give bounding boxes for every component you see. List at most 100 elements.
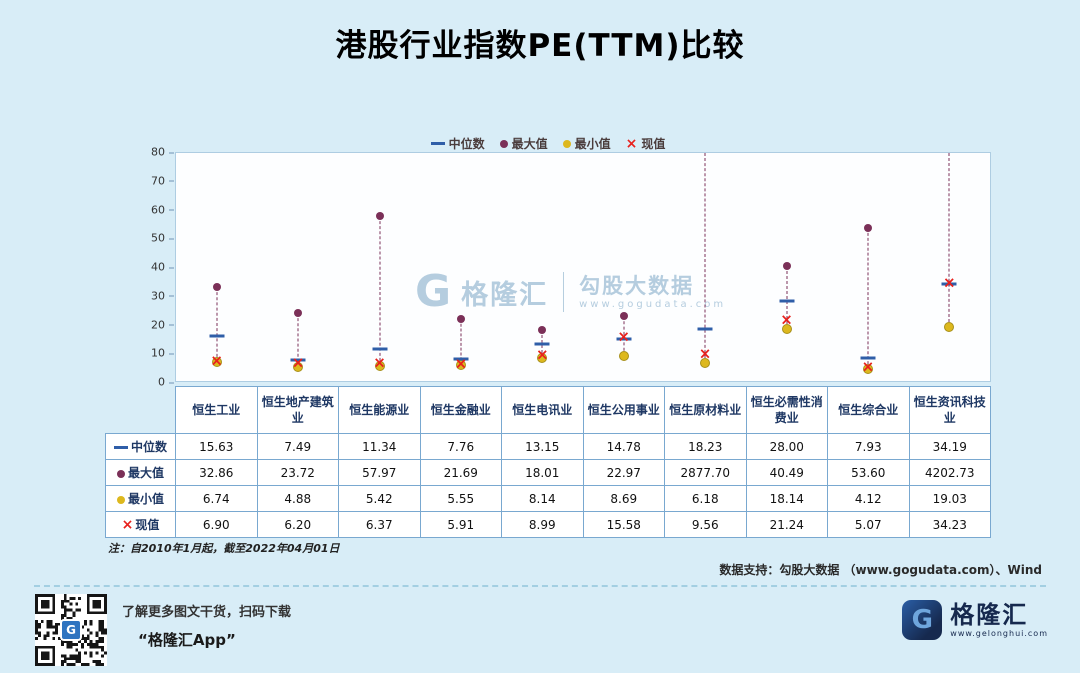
table-cell: 4.12 xyxy=(827,485,910,512)
column-header: 恒生必需性消费业 xyxy=(745,386,828,434)
table-cell: 19.03 xyxy=(908,485,991,512)
table-cell: 18.23 xyxy=(664,433,747,460)
marker-max xyxy=(375,211,384,220)
table-row-current: × 现值 6.90 6.20 6.37 5.91 8.99 15.58 9.56 21.24 5.0… xyxy=(105,511,991,538)
table-body: 中位数 15.63 7.49 11.34 7.76 13.15 14.78 18.23 28.0… xyxy=(105,433,991,538)
marker-median xyxy=(290,358,306,362)
legend-label-median: 中位数 xyxy=(448,137,485,151)
table-row-min: 最小值 6.74 4.88 5.42 5.55 8.14 8.69 6.18 18.14 4.12… xyxy=(105,485,991,512)
marker-min xyxy=(374,360,385,371)
marker-min xyxy=(944,321,955,332)
range-line xyxy=(216,287,218,362)
table-cell: 40.49 xyxy=(745,459,828,486)
table-cell: 15.58 xyxy=(582,511,665,538)
table-cell: 9.56 xyxy=(664,511,747,538)
row-label-text: 中位数 xyxy=(130,440,167,454)
table-cell: 6.18 xyxy=(664,485,747,512)
brand-logo-icon: G xyxy=(902,600,943,640)
y-tick-label: 50 xyxy=(103,232,175,245)
range-line xyxy=(704,153,706,364)
qr-promo-app: “格隆汇App” xyxy=(138,631,236,649)
table-row-max: 最大值 32.86 23.72 57.97 21.69 18.01 22.97 2877.70… xyxy=(105,459,991,486)
legend-label-current: 现值 xyxy=(641,137,666,151)
table-cell: 15.63 xyxy=(175,433,258,460)
marker-median xyxy=(941,282,957,286)
marker-median xyxy=(616,337,632,341)
marker-median xyxy=(860,356,876,360)
range-line xyxy=(948,153,950,327)
marker-current: × xyxy=(698,344,712,363)
table-cell: 4.88 xyxy=(256,485,339,512)
table-cell: 7.76 xyxy=(419,433,502,460)
table-row-median: 中位数 15.63 7.49 11.34 7.76 13.15 14.78 18.23 28.0… xyxy=(105,433,991,460)
row-label-text: 现值 xyxy=(135,518,160,532)
brand-text: 格隆汇 www.gelonghui.com xyxy=(950,601,1048,639)
legend-item-min: 最小值 xyxy=(562,135,611,152)
row-label-min: 最小值 xyxy=(105,485,176,512)
data-table: 恒生工业 恒生地产建筑业 恒生能源业 恒生金融业 恒生电讯业 恒生公用事业 恒生原材料业 恒生… xyxy=(105,386,991,538)
y-tick-label: 30 xyxy=(103,289,175,302)
column-header: 恒生原材料业 xyxy=(664,386,747,434)
row-label-text: 最大值 xyxy=(127,466,164,480)
row-marker-current: × xyxy=(121,517,134,533)
footnote: 注：自2010年1月起，截至2022年04月01日 xyxy=(108,542,340,555)
marker-median xyxy=(697,327,713,331)
row-marker-max xyxy=(116,469,125,478)
table-cell: 5.42 xyxy=(338,485,421,512)
table-cell: 11.34 xyxy=(338,433,421,460)
table-cell: 14.78 xyxy=(582,433,665,460)
y-tick-label: 70 xyxy=(103,174,175,187)
table-cell: 2877.70 xyxy=(664,459,747,486)
plot-area: G 格隆汇 勾股大数据 www.gogudata.com × × × × × × × × × × xyxy=(175,152,991,382)
table-cell: 6.37 xyxy=(338,511,421,538)
marker-max xyxy=(538,325,547,334)
legend-marker-current: × xyxy=(625,135,638,152)
marker-min xyxy=(862,364,873,375)
range-line xyxy=(297,313,299,368)
table-cell: 57.97 xyxy=(338,459,421,486)
table-cell: 8.99 xyxy=(501,511,584,538)
table-cell: 7.49 xyxy=(256,433,339,460)
marker-median xyxy=(779,299,794,303)
range-line xyxy=(460,319,462,366)
marker-max xyxy=(212,283,221,292)
range-line xyxy=(786,265,787,330)
marker-current: × xyxy=(780,310,793,329)
row-label-max: 最大值 xyxy=(105,459,176,486)
table-cell: 21.69 xyxy=(419,459,502,486)
watermark-url: www.gogudata.com xyxy=(579,298,727,310)
legend-item-current: × 现值 xyxy=(626,135,666,152)
y-tick-label: 0 xyxy=(103,376,175,389)
table-cell: 28.00 xyxy=(745,433,828,460)
marker-current: × xyxy=(943,273,956,292)
marker-max xyxy=(863,224,872,233)
marker-max xyxy=(782,261,791,270)
row-label-text: 最小值 xyxy=(127,492,164,506)
table-cell: 5.55 xyxy=(419,485,502,512)
y-tick-label: 10 xyxy=(103,347,175,360)
table-cell: 7.93 xyxy=(827,433,910,460)
marker-current: × xyxy=(291,353,305,372)
table-cell: 34.19 xyxy=(908,433,991,460)
table-cell: 34.23 xyxy=(908,511,991,538)
marker-min xyxy=(618,351,629,362)
data-source: 数据支持：勾股大数据 （www.gogudata.com）、Wind xyxy=(719,563,1042,577)
marker-min xyxy=(211,356,222,367)
qr-promo-text: 了解更多图文干货，扫码下载 xyxy=(122,605,292,620)
row-label-median: 中位数 xyxy=(105,433,176,460)
watermark: G 格隆汇 勾股大数据 www.gogudata.com xyxy=(415,270,726,314)
legend-label-max: 最大值 xyxy=(511,137,548,151)
column-header: 恒生综合业 xyxy=(827,386,910,434)
marker-current: × xyxy=(210,351,223,370)
table-cell: 18.01 xyxy=(501,459,584,486)
y-tick-label: 60 xyxy=(103,203,175,216)
table-cell: 18.14 xyxy=(745,485,828,512)
watermark-right: 勾股大数据 www.gogudata.com xyxy=(579,273,726,312)
watermark-logo-glyph: G xyxy=(414,266,452,318)
marker-min xyxy=(455,360,466,371)
range-line xyxy=(379,215,380,366)
watermark-brand: 格隆汇 xyxy=(461,279,549,311)
table-cell: 6.74 xyxy=(175,485,258,512)
qr-center-logo: G xyxy=(60,619,82,641)
